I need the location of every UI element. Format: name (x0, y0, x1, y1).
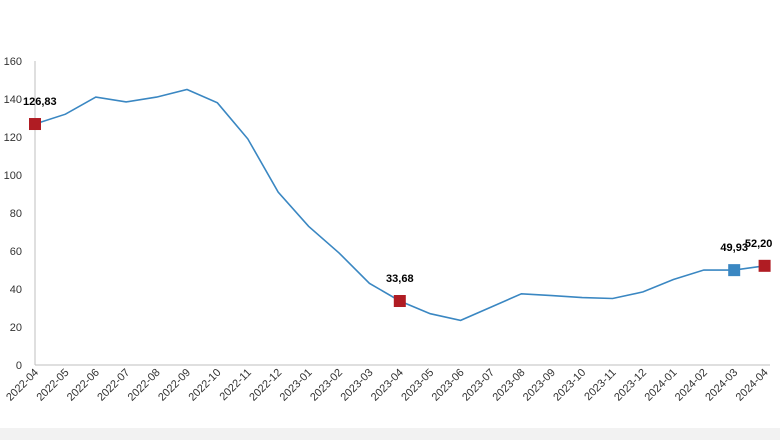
y-tick-label: 40 (10, 284, 22, 296)
y-tick-label: 120 (4, 132, 22, 144)
x-tick-label: 2023-04 (369, 367, 406, 404)
x-tick-label: 2023-01 (278, 367, 315, 404)
x-tick-label: 2024-01 (642, 367, 679, 404)
y-tick-label: 60 (10, 246, 22, 258)
x-tick-label: 2022-06 (65, 367, 102, 404)
data-label: 49,93 (720, 242, 748, 254)
data-label: 33,68 (386, 273, 414, 285)
y-tick-label: 140 (4, 94, 22, 106)
x-tick-label: 2022-08 (126, 367, 163, 404)
y-tick-label: 0 (16, 360, 22, 372)
x-tick-label: 2022-10 (186, 367, 223, 404)
x-tick-label: 2022-04 (4, 367, 41, 404)
data-marker (728, 264, 741, 277)
x-tick-label: 2022-05 (34, 367, 71, 404)
x-tick-label: 2023-02 (308, 367, 345, 404)
x-tick-label: 2024-02 (673, 367, 710, 404)
y-tick-label: 100 (4, 170, 22, 182)
x-tick-label: 2024-04 (734, 367, 771, 404)
bottom-band (0, 428, 780, 440)
y-tick-label: 80 (10, 208, 22, 220)
x-tick-label: 2023-07 (460, 367, 497, 404)
data-marker (758, 259, 771, 272)
data-label: 126,83 (23, 96, 57, 108)
x-tick-label: 2023-12 (612, 367, 649, 404)
data-label: 52,20 (745, 238, 773, 250)
x-tick-label: 2023-06 (430, 367, 467, 404)
x-tick-label: 2023-09 (521, 367, 558, 404)
data-marker (393, 295, 406, 308)
y-tick-label: 160 (4, 56, 22, 68)
x-tick-label: 2022-09 (156, 367, 193, 404)
series-line (34, 88, 765, 322)
x-tick-label: 2024-03 (703, 367, 740, 404)
y-tick-label: 20 (10, 322, 22, 334)
x-tick-label: 2022-07 (95, 367, 132, 404)
x-tick-label: 2023-08 (490, 367, 527, 404)
x-tick-label: 2022-12 (247, 367, 284, 404)
x-tick-label: 2023-05 (399, 367, 436, 404)
data-marker (29, 118, 41, 131)
x-tick-label: 2023-10 (551, 367, 588, 404)
x-tick-label: 2023-03 (338, 367, 375, 404)
